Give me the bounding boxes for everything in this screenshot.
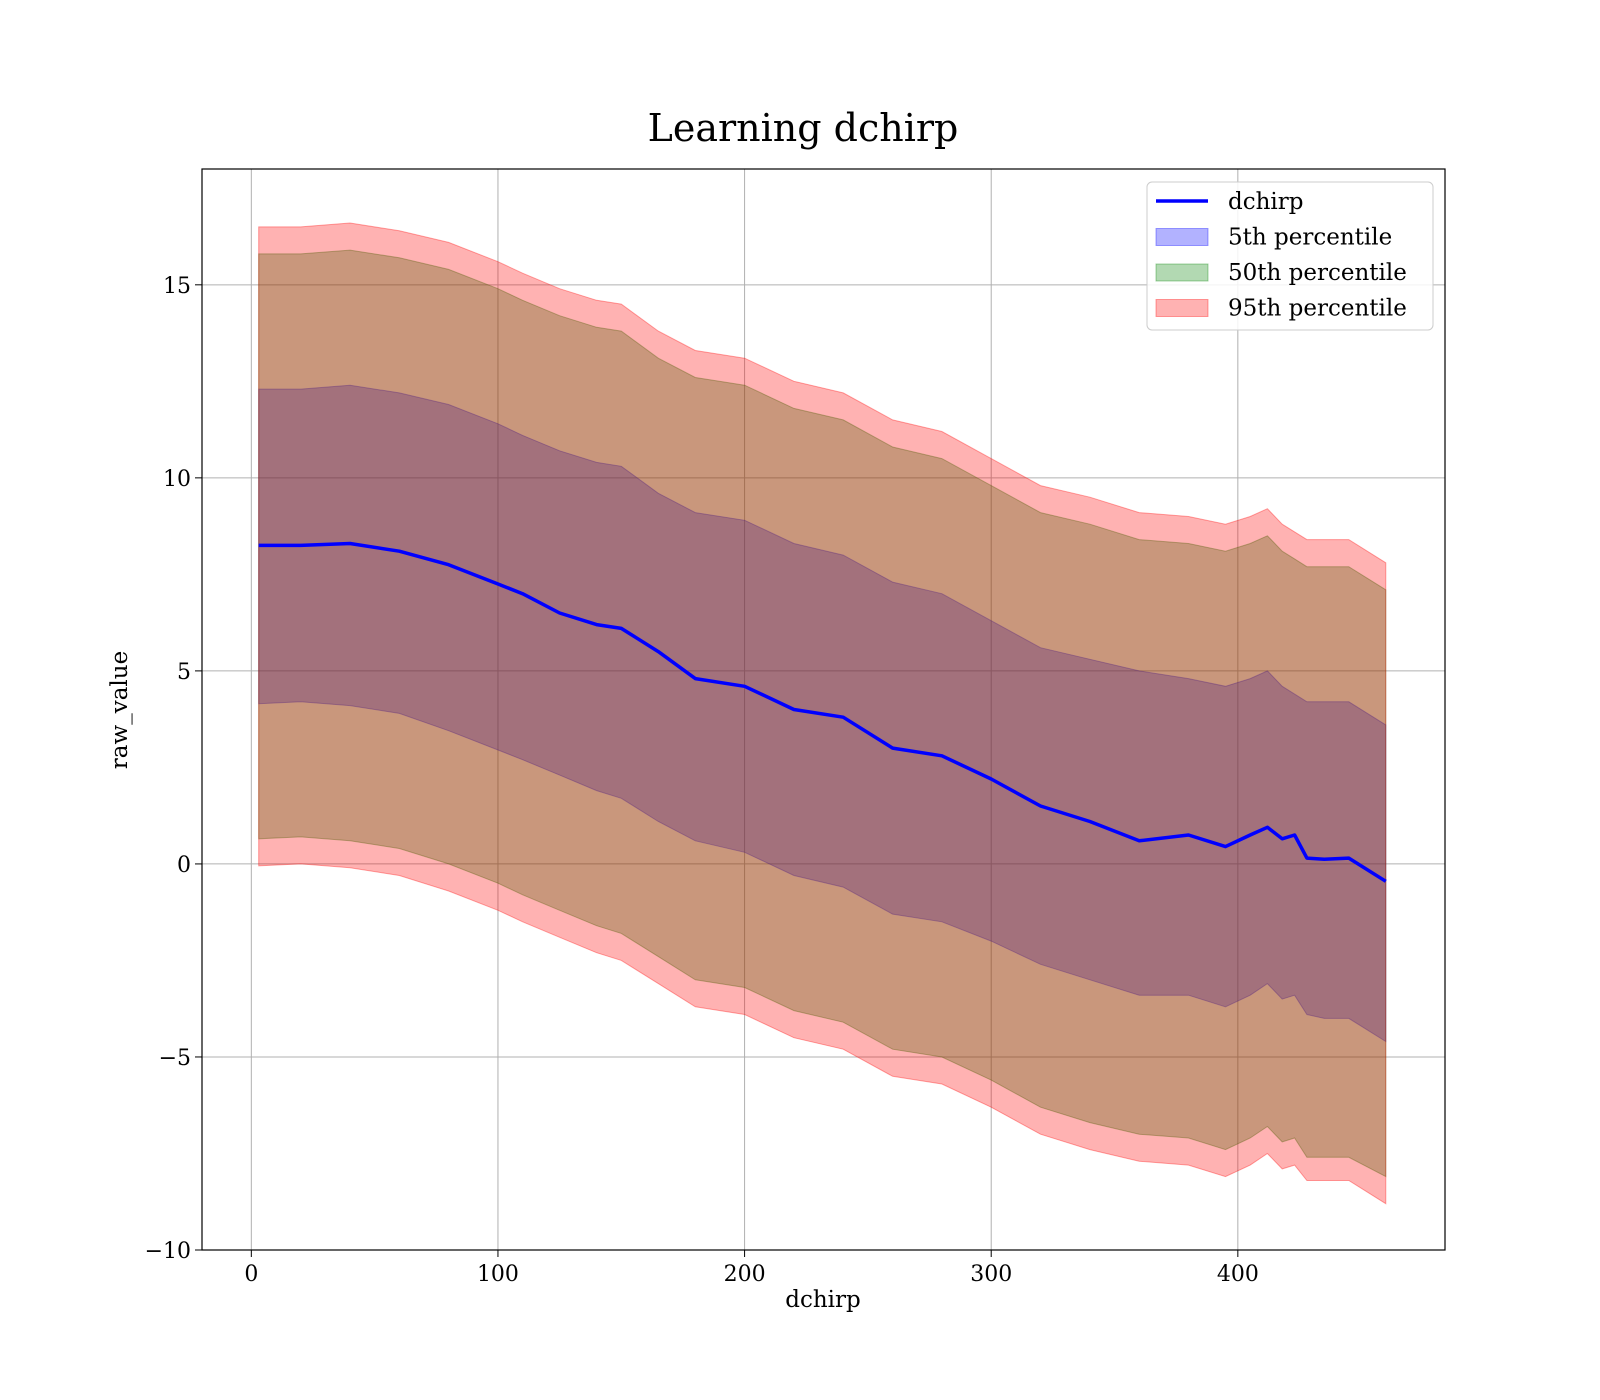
ticks: 0 100 200 300 400 −10 −5 0 5 10 15: [145, 274, 1259, 1287]
plot-area: [258, 222, 1387, 1205]
legend-label-50th-percentile: 50th percentile: [1228, 260, 1407, 286]
legend-swatch-5th-percentile: [1155, 228, 1209, 246]
x-axis-label: dchirp: [785, 1287, 861, 1313]
legend-swatch-50th-percentile: [1155, 263, 1209, 282]
x-tick-label: 400: [1217, 1262, 1259, 1287]
y-axis-label: raw_value: [107, 651, 133, 769]
legend-swatch-95th-percentile: [1155, 299, 1209, 317]
y-tick-label: 5: [177, 660, 191, 685]
x-tick-label: 200: [724, 1262, 766, 1287]
legend-box: [1146, 181, 1434, 331]
y-tick-label: −10: [145, 1239, 191, 1264]
legend-label-95th-percentile: 95th percentile: [1228, 296, 1407, 322]
chart-title: Learning dchirp: [648, 106, 959, 150]
x-tick-label: 0: [244, 1262, 258, 1287]
x-tick-label: 100: [477, 1262, 519, 1287]
y-tick-label: 0: [177, 853, 191, 878]
plot-frame: [201, 168, 1446, 1251]
y-tick-label: −5: [159, 1046, 191, 1071]
legend: dchirp 5th percentile 50th percentile 95th …: [1146, 181, 1434, 331]
series-line-dchirp: [258, 541, 1387, 883]
x-tick-label: 300: [970, 1262, 1012, 1287]
y-tick-label: 10: [163, 467, 191, 492]
y-tick-label: 15: [163, 274, 191, 299]
legend-label-5th-percentile: 5th percentile: [1228, 225, 1392, 251]
legend-label-dchirp: dchirp: [1228, 189, 1304, 215]
